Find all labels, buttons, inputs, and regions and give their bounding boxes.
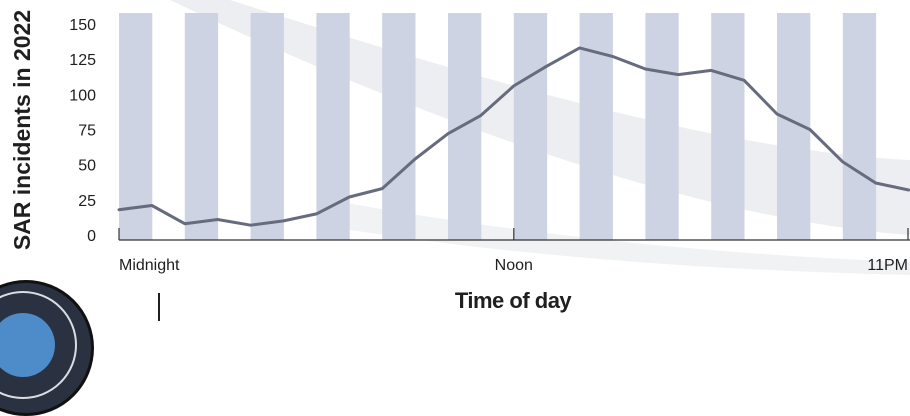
hour-band <box>711 13 745 240</box>
y-axis-label-wrap: SAR incidents in 2022 <box>0 0 40 260</box>
hour-band <box>382 13 416 240</box>
y-tick-label: 150 <box>69 17 96 34</box>
x-tick-label: Midnight <box>119 257 180 274</box>
x-axis-label: Time of day <box>454 288 572 313</box>
y-tick-label: 100 <box>69 87 96 104</box>
y-tick-label: 50 <box>78 158 96 175</box>
hour-band <box>645 13 679 240</box>
divider-line <box>158 293 160 321</box>
y-tick-label: 75 <box>78 123 96 140</box>
hour-band <box>119 13 153 240</box>
x-tick-label: 11PM <box>867 257 908 274</box>
background-arc-2 <box>320 200 910 275</box>
y-tick-label: 25 <box>78 193 96 210</box>
hour-band <box>316 13 350 240</box>
series-line <box>117 46 910 227</box>
hour-bands <box>119 13 877 240</box>
hour-band <box>579 13 613 240</box>
y-axis-ticks: 0 25 50 75 100 125 150 <box>69 17 96 245</box>
hour-band <box>250 13 284 240</box>
y-axis-label: SAR incidents in 2022 <box>9 10 35 250</box>
chart-svg: 0 25 50 75 100 125 150 Midnight Noon 11PM <box>69 0 910 275</box>
hour-band <box>513 13 548 240</box>
x-tick-label: Noon <box>495 257 533 274</box>
y-tick-label: 0 <box>87 228 96 245</box>
hour-band <box>448 13 482 240</box>
series-line-group <box>117 46 910 227</box>
y-tick-label: 125 <box>69 52 96 69</box>
hour-band <box>842 13 877 240</box>
x-axis: Midnight Noon 11PM <box>118 228 910 274</box>
hour-band <box>184 13 219 240</box>
